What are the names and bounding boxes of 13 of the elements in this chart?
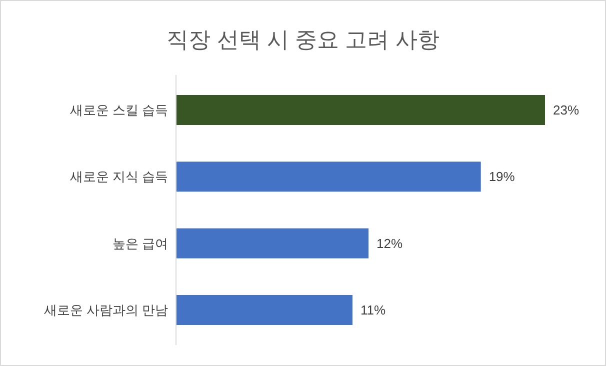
data-label: 19% [488,169,516,184]
y-tick-label: 새로운 지식 습득 [70,169,168,184]
data-label: 11% [360,302,386,318]
data-label: 12% [376,236,403,251]
bar [176,228,369,258]
y-tick-label: 높은 급여 [112,236,168,251]
y-tick-label: 새로운 스킬 습득 [70,102,168,118]
y-tick-label: 새로운 사람과의 만남 [44,302,168,318]
data-label: 23% [553,102,580,118]
bar [176,95,545,125]
bar [176,295,352,325]
bar [176,162,481,192]
chart-title: 직장 선택 시 중요 고려 사항 [166,27,440,52]
